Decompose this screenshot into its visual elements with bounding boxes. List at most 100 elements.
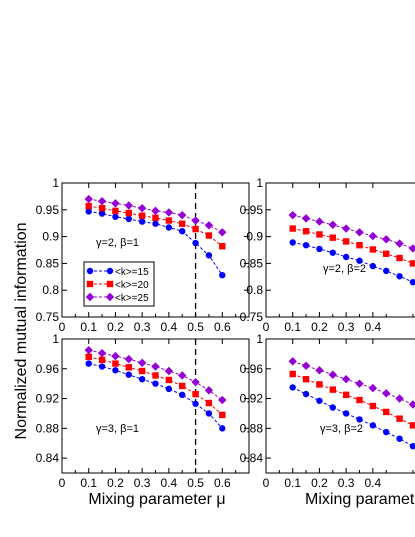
data-point [178,371,187,380]
data-point [98,356,106,364]
data-point [383,408,390,416]
data-point [97,348,107,358]
series-line [88,349,223,401]
data-point [112,360,119,367]
series-1 [85,360,226,432]
legend-marker [86,280,94,288]
x-tick-label: 0.2 [107,320,124,334]
data-point [382,389,391,398]
data-point [315,366,324,375]
data-point [355,228,364,237]
data-point [152,380,159,387]
data-point [179,220,186,227]
data-point [152,214,159,222]
data-point [112,207,119,215]
data-point [138,212,146,219]
panel-annotation: γ=2, β=1 [96,237,139,249]
data-point [151,362,160,371]
x-axis-title-right: Mixing parameter μ [305,491,415,508]
data-point [316,231,323,238]
legend-marker [105,292,115,302]
data-point [137,203,147,213]
data-point [329,234,336,241]
data-point [219,271,226,279]
data-point [315,217,324,226]
series-line [292,214,415,250]
y-tick-label: 0.95 [240,203,264,217]
data-point [396,435,403,442]
data-point [192,400,199,407]
data-point [151,206,160,216]
data-point [138,376,146,383]
x-tick-label: 0.6 [214,320,231,334]
series-line [88,356,223,416]
data-point [329,249,336,256]
data-point [137,358,147,368]
data-point [288,357,297,366]
data-point [356,416,363,423]
x-tick-label: 0.1 [80,476,97,490]
y-tick-label: 0.9 [246,230,263,244]
x-tick-label: 0.4 [161,476,178,490]
x-tick-label: 0.5 [187,320,204,334]
data-point [409,422,415,429]
x-tick-label: 0.3 [338,476,355,490]
y-tick-label: 0.88 [240,421,264,435]
panel-annotation: γ=3, β=1 [96,423,139,435]
data-point [289,370,296,378]
y-tick-label: 0.75 [240,310,264,324]
y-tick-label: 0.84 [36,451,60,465]
series-3 [84,194,227,237]
data-point [85,208,92,215]
data-point [192,239,199,247]
data-point [316,397,323,404]
data-point [165,217,173,224]
data-point [395,394,404,403]
data-point [218,228,227,237]
y-tick-label: 0.85 [240,256,264,270]
data-point [165,224,173,231]
y-tick-label: 0.8 [246,283,263,297]
data-point [164,366,174,376]
x-tick-label: 0.4 [365,320,382,334]
data-point [396,415,403,422]
x-tick-label: 0 [59,320,66,334]
series-line [88,363,223,429]
x-tick-label: 0.3 [134,320,151,334]
data-point [368,231,378,241]
y-tick-label: 0.75 [36,310,60,324]
data-point [316,245,323,253]
series-3 [288,210,415,253]
y-tick-label: 0.88 [36,421,60,435]
series-1 [289,384,415,450]
data-point [219,243,226,250]
data-point [341,375,351,384]
data-point [409,278,415,286]
data-point [205,232,213,239]
x-tick-label: 0.1 [80,320,97,334]
series-2 [289,370,415,429]
series-3 [84,345,227,405]
data-point [219,411,226,419]
data-point [152,372,159,379]
data-point [329,386,336,393]
legend-entry: <k>=15 [86,267,149,278]
series-line [292,228,415,265]
panel-3: 0 0.1 0.2 0.3 0.4 0.5 0.6 0.84 0.88 0.92 0.96 1 γ=3,… [36,332,250,490]
data-point [302,390,310,398]
data-point [288,210,297,220]
data-point [179,228,186,235]
data-point [125,364,132,371]
data-point [85,353,92,361]
data-point [178,210,187,220]
data-point [124,354,133,364]
y-tick-label: 0.9 [42,230,59,244]
data-point [218,395,227,405]
x-tick-label: 0 [59,476,66,490]
x-axis-title-left: Mixing parameter μ [88,491,225,508]
data-point [85,202,92,210]
y-tick-label: 1 [52,332,59,346]
data-point [165,385,173,393]
series-2 [289,225,415,267]
data-point [302,241,310,249]
